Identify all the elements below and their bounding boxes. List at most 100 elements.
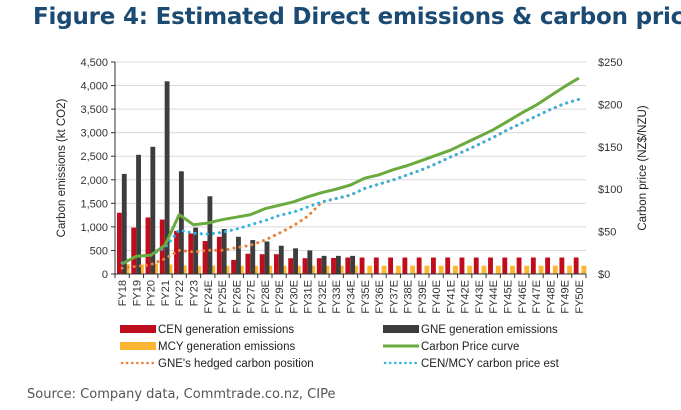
cen-bar [402,257,408,274]
x-tick-label: FY23 [189,280,201,306]
legend-item: MCY generation emissions [120,341,295,353]
x-tick-label: FY47E [531,280,543,314]
mcy-bar [295,265,301,274]
legend-item: CEN generation emissions [120,324,294,336]
gridlines [115,61,586,251]
x-tick-label: FY45E [503,280,515,314]
x-tick-label: FY31E [303,280,315,314]
gne-bar [264,241,270,274]
mcy-bar [510,265,515,274]
cen-bar [459,257,465,274]
y-axis-title-left: Carbon emissions (kt CO2) [56,98,68,237]
y-tick-label-right: $100 [598,184,622,196]
x-ticks: FY18 FY19 FY20 FY21 FY22 FY23 FY24E FY25E FY26E F… [114,274,587,314]
cen-bar [445,257,451,274]
cen-bar [131,227,137,274]
x-tick-label: FY41E [445,280,457,314]
y-tick-label-right: $50 [598,227,616,239]
cen-bar [430,257,436,274]
mcy-bar [338,265,344,274]
gne-bar [278,245,284,274]
gne-bar [164,81,170,274]
x-tick-label: FY36E [374,280,386,314]
gne-bar [121,173,127,274]
gne-bar [321,255,327,274]
mcy-bar [452,265,458,274]
mcy-bar [267,265,273,274]
cen-bar [231,259,237,274]
x-tick-label: FY37E [388,280,400,314]
cen-bar [473,257,479,274]
x-tick-label: FY40E [431,280,443,314]
cen-bar [502,257,508,274]
x-tick-label: FY19 [131,280,143,306]
legend-swatch [383,325,419,333]
legend-item: GNE generation emissions [383,324,558,336]
mcy-bar [438,265,444,274]
x-tick-label: FY34E [346,280,358,314]
x-tick-label: FY39E [417,280,429,314]
gne-bar [207,196,213,274]
cen-bar [373,257,379,274]
legend-label: MCY generation emissions [158,341,295,353]
cen-bar [259,254,265,274]
cen-bar [245,253,251,274]
cen-bar [188,233,194,274]
x-tick-label: FY46E [517,280,529,314]
x-tick-label: FY26E [231,280,243,314]
x-tick-label: FY43E [474,280,486,314]
y-tick-label-left: 3,500 [80,104,108,116]
cen-bar [545,257,551,274]
y-tick-label-left: 1,000 [80,222,108,234]
mcy-bar [253,265,259,274]
y-tick-label-right: $200 [598,99,622,111]
y-axis-title-right: Carbon price (NZ$/NZU) [637,105,649,230]
cen-bar [530,257,536,274]
y-tick-label-right: $0 [598,269,610,281]
gne-bar [236,236,241,274]
mcy-bar [224,265,230,274]
y-tick-label-left: 0 [102,269,108,281]
cen-bar [302,258,308,274]
y-tick-label-left: 2,500 [80,151,108,163]
x-tick-label: FY49E [560,280,572,314]
x-tick-label: FY28E [260,280,272,314]
y-ticks-right: $0 $50 $100 $150 $200 $250 [598,57,622,281]
mcy-bar [467,265,473,274]
mcy-bar [481,265,487,274]
y-ticks-left: 0 500 1,000 1,500 2,000 2,500 3,000 3,500 4,000 4… [80,57,115,281]
x-tick-label: FY48E [545,280,557,314]
cen-bar [202,241,208,274]
x-tick-label: FY22 [174,280,186,306]
mcy-bar [324,265,330,274]
mcy-bar [495,265,501,274]
legend-item: Carbon Price curve [383,341,519,353]
mcy-bar [196,265,201,274]
cen-bar [559,257,565,274]
cen-bar [488,257,493,274]
mcy-bar [581,265,587,274]
gne-bar [178,171,184,274]
mcy-bar [124,264,130,274]
x-tick-label: FY32E [317,280,329,314]
x-tick-label: FY25E [217,280,229,314]
x-tick-label: FY27E [246,280,258,314]
y-tick-label-left: 1,500 [80,198,108,210]
legend-label: CEN/MCY carbon price est [421,358,560,370]
gne-s-hedged-carbon-position-line [120,97,581,270]
gne-bar [250,240,256,274]
x-tick-label: FY38E [403,280,415,314]
mcy-bar [310,265,316,274]
source-note: Source: Company data, Commtrade.co.nz, C… [27,387,336,402]
mcy-bar [524,265,530,274]
y-tick-label-left: 500 [90,245,108,257]
cen-bar [116,212,122,274]
axes [114,62,586,275]
x-tick-label: FY30E [288,280,300,314]
y-tick-label-left: 3,000 [80,128,108,140]
x-tick-label: FY44E [488,280,500,314]
lines [120,76,581,270]
gne-bar [293,248,298,274]
figure-title: Figure 4: Estimated Direct emissions & c… [33,4,681,30]
